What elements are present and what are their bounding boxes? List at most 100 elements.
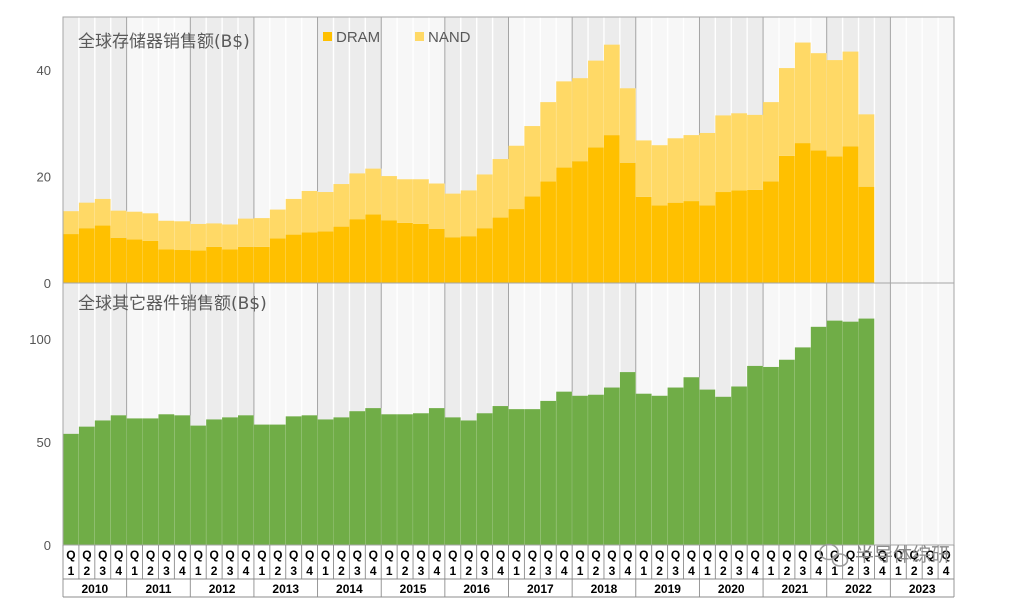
dram-bar [158, 249, 175, 283]
x-year-label: 2013 [272, 582, 299, 596]
x-year-label: 2018 [591, 582, 618, 596]
nand-bar [635, 140, 652, 197]
other-y-axis: 0 50 100 [29, 332, 51, 553]
x-quarter-prefix: Q [448, 548, 457, 562]
x-quarter-prefix: Q [146, 548, 155, 562]
other-device-bar [476, 413, 493, 545]
x-quarter-number: 2 [274, 564, 281, 578]
x-quarter-prefix: Q [130, 548, 139, 562]
other-device-bar [540, 400, 557, 545]
other-device-bar [94, 420, 111, 545]
x-quarter-prefix: Q [894, 548, 903, 562]
nand-bar [763, 102, 779, 182]
other-device-bar [572, 395, 589, 545]
memory-bars [63, 42, 875, 283]
x-quarter-number: 3 [927, 564, 934, 578]
other-device-bar [78, 426, 95, 545]
dram-bar [747, 189, 764, 283]
nand-bar [588, 60, 604, 148]
dram-bar [810, 150, 827, 283]
nand-bar [365, 168, 382, 215]
x-quarter-prefix: Q [98, 548, 107, 562]
nand-bar [78, 202, 95, 229]
nand-bar [349, 173, 366, 220]
nand-bar [317, 192, 334, 232]
x-quarter-prefix: Q [82, 548, 91, 562]
dram-bar [763, 181, 779, 283]
x-quarter-prefix: Q [432, 548, 441, 562]
x-quarter-prefix: Q [480, 548, 489, 562]
other-device-bar [747, 365, 764, 545]
x-quarter-number: 3 [863, 564, 870, 578]
x-year-label: 2010 [81, 582, 108, 596]
dram-bar [651, 205, 668, 283]
dram-bar [508, 209, 525, 283]
x-quarter-number: 2 [147, 564, 154, 578]
x-quarter-prefix: Q [257, 548, 266, 562]
x-quarter-number: 4 [179, 564, 186, 578]
nand-bar [508, 145, 525, 210]
other-device-bar [301, 415, 318, 545]
x-quarter-prefix: Q [289, 548, 298, 562]
x-quarter-number: 3 [99, 564, 106, 578]
x-quarter-number: 2 [529, 564, 536, 578]
other-device-bar [683, 377, 700, 545]
other-y-tick: 50 [37, 435, 51, 450]
dram-bar [699, 205, 716, 283]
x-quarter-number: 1 [386, 564, 393, 578]
dram-bar [365, 214, 382, 283]
dram-bar [444, 237, 461, 283]
x-quarter-number: 1 [513, 564, 520, 578]
dram-bar [285, 234, 302, 283]
nand-bar [206, 223, 223, 247]
other-device-bar [508, 409, 525, 545]
dram-bar [492, 217, 509, 283]
dram-bar [253, 246, 270, 283]
other-device-bars [63, 318, 875, 545]
dram-bar [333, 226, 350, 283]
dram-bar [460, 236, 477, 283]
nand-bar [667, 138, 684, 203]
x-quarter-prefix: Q [162, 548, 171, 562]
x-quarter-number: 4 [497, 564, 504, 578]
x-quarter-number: 4 [688, 564, 695, 578]
x-quarter-prefix: Q [337, 548, 346, 562]
dram-bar [110, 237, 127, 283]
nand-bar [222, 224, 239, 250]
x-quarter-prefix: Q [400, 548, 409, 562]
nand-bar [556, 81, 573, 168]
nand-bar [747, 114, 764, 190]
other-chart-title: 全球其它器件销售额(B$) [78, 294, 267, 314]
x-quarter-prefix: Q [639, 548, 648, 562]
dram-bar [301, 232, 318, 283]
other-device-bar [810, 326, 827, 545]
x-quarter-prefix: Q [512, 548, 521, 562]
x-year-label: 2022 [845, 582, 872, 596]
x-quarter-number: 1 [195, 564, 202, 578]
x-quarter-number: 2 [593, 564, 600, 578]
x-quarter-prefix: Q [575, 548, 584, 562]
dram-bar [174, 250, 191, 283]
nand-bar [142, 213, 159, 241]
x-quarter-prefix: Q [910, 548, 919, 562]
x-year-label: 2012 [209, 582, 236, 596]
other-device-bar [444, 417, 461, 545]
x-quarter-number: 3 [354, 564, 361, 578]
other-y-tick: 100 [29, 332, 51, 347]
x-quarter-number: 3 [800, 564, 807, 578]
x-quarter-number: 4 [624, 564, 631, 578]
nand-bar [174, 221, 191, 251]
nand-bar [397, 179, 414, 223]
dram-bar [540, 181, 557, 283]
x-quarter-number: 4 [752, 564, 759, 578]
nand-bar [381, 176, 398, 221]
x-quarter-number: 2 [784, 564, 791, 578]
dram-bar [428, 228, 445, 283]
x-quarter-number: 2 [911, 564, 918, 578]
nand-bar [858, 114, 875, 187]
x-quarter-number: 3 [290, 564, 297, 578]
x-quarter-prefix: Q [528, 548, 537, 562]
nand-bar [524, 126, 541, 197]
x-quarter-prefix: Q [925, 548, 934, 562]
x-quarter-prefix: Q [66, 548, 75, 562]
